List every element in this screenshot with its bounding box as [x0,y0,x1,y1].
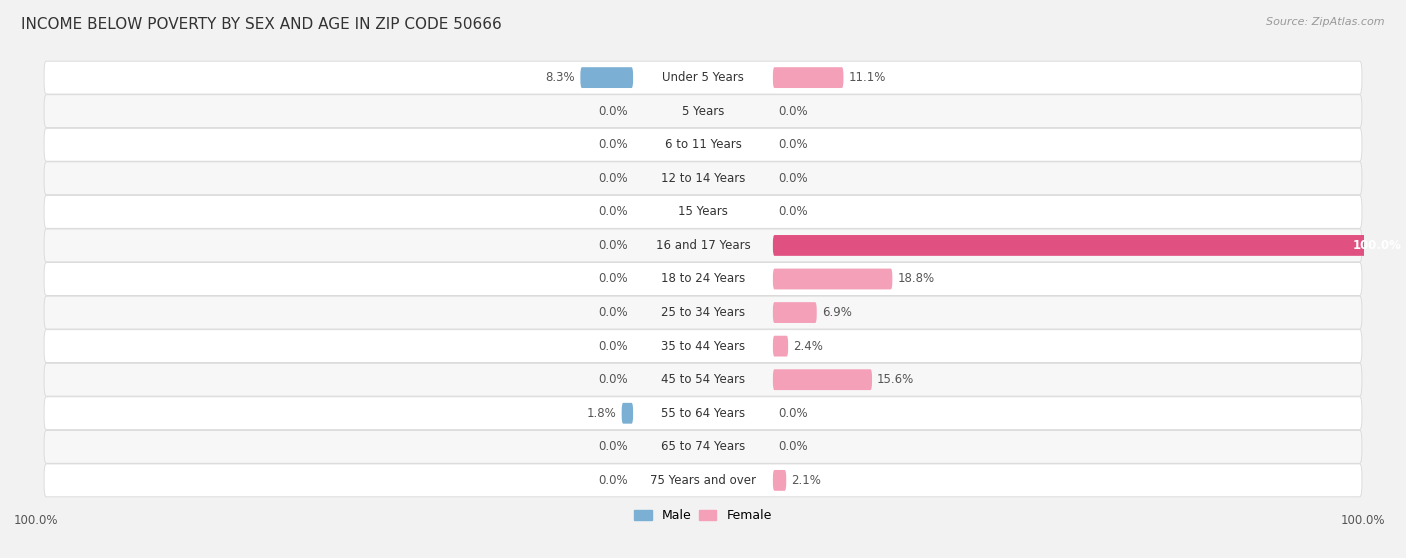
FancyBboxPatch shape [44,430,1362,463]
Text: Source: ZipAtlas.com: Source: ZipAtlas.com [1267,17,1385,27]
Text: 8.3%: 8.3% [546,71,575,84]
FancyBboxPatch shape [44,61,1362,94]
Text: 0.0%: 0.0% [599,239,628,252]
Text: 100.0%: 100.0% [14,514,59,527]
Text: 0.0%: 0.0% [778,138,807,151]
Text: 12 to 14 Years: 12 to 14 Years [661,172,745,185]
Text: 18.8%: 18.8% [897,272,935,286]
Text: 0.0%: 0.0% [599,474,628,487]
Text: 0.0%: 0.0% [599,138,628,151]
Legend: Male, Female: Male, Female [630,504,776,527]
FancyBboxPatch shape [773,336,789,357]
Text: 0.0%: 0.0% [778,407,807,420]
FancyBboxPatch shape [44,229,1362,262]
FancyBboxPatch shape [773,268,893,290]
Text: Under 5 Years: Under 5 Years [662,71,744,84]
Text: 0.0%: 0.0% [599,105,628,118]
Text: 100.0%: 100.0% [1340,514,1385,527]
Text: 15 Years: 15 Years [678,205,728,218]
FancyBboxPatch shape [44,330,1362,363]
Text: 100.0%: 100.0% [1353,239,1402,252]
Text: 25 to 34 Years: 25 to 34 Years [661,306,745,319]
FancyBboxPatch shape [44,195,1362,228]
Text: 0.0%: 0.0% [778,440,807,453]
Text: 6.9%: 6.9% [823,306,852,319]
FancyBboxPatch shape [581,67,633,88]
Text: 2.4%: 2.4% [793,340,823,353]
FancyBboxPatch shape [44,464,1362,497]
FancyBboxPatch shape [44,95,1362,128]
FancyBboxPatch shape [773,235,1406,256]
Text: 55 to 64 Years: 55 to 64 Years [661,407,745,420]
Text: 2.1%: 2.1% [792,474,821,487]
FancyBboxPatch shape [44,162,1362,195]
FancyBboxPatch shape [44,296,1362,329]
Text: INCOME BELOW POVERTY BY SEX AND AGE IN ZIP CODE 50666: INCOME BELOW POVERTY BY SEX AND AGE IN Z… [21,17,502,32]
Text: 15.6%: 15.6% [877,373,914,386]
Text: 0.0%: 0.0% [599,172,628,185]
Text: 11.1%: 11.1% [848,71,886,84]
FancyBboxPatch shape [773,369,872,390]
FancyBboxPatch shape [773,470,786,491]
Text: 0.0%: 0.0% [778,105,807,118]
Text: 0.0%: 0.0% [599,306,628,319]
FancyBboxPatch shape [773,302,817,323]
FancyBboxPatch shape [773,67,844,88]
FancyBboxPatch shape [621,403,633,424]
Text: 0.0%: 0.0% [599,205,628,218]
Text: 1.8%: 1.8% [586,407,617,420]
Text: 18 to 24 Years: 18 to 24 Years [661,272,745,286]
FancyBboxPatch shape [44,128,1362,161]
Text: 0.0%: 0.0% [599,340,628,353]
Text: 5 Years: 5 Years [682,105,724,118]
Text: 35 to 44 Years: 35 to 44 Years [661,340,745,353]
Text: 0.0%: 0.0% [599,272,628,286]
FancyBboxPatch shape [44,363,1362,396]
Text: 65 to 74 Years: 65 to 74 Years [661,440,745,453]
FancyBboxPatch shape [44,397,1362,430]
Text: 0.0%: 0.0% [599,440,628,453]
Text: 45 to 54 Years: 45 to 54 Years [661,373,745,386]
Text: 0.0%: 0.0% [778,205,807,218]
Text: 0.0%: 0.0% [599,373,628,386]
Text: 0.0%: 0.0% [778,172,807,185]
Text: 75 Years and over: 75 Years and over [650,474,756,487]
Text: 6 to 11 Years: 6 to 11 Years [665,138,741,151]
FancyBboxPatch shape [44,263,1362,295]
Text: 16 and 17 Years: 16 and 17 Years [655,239,751,252]
